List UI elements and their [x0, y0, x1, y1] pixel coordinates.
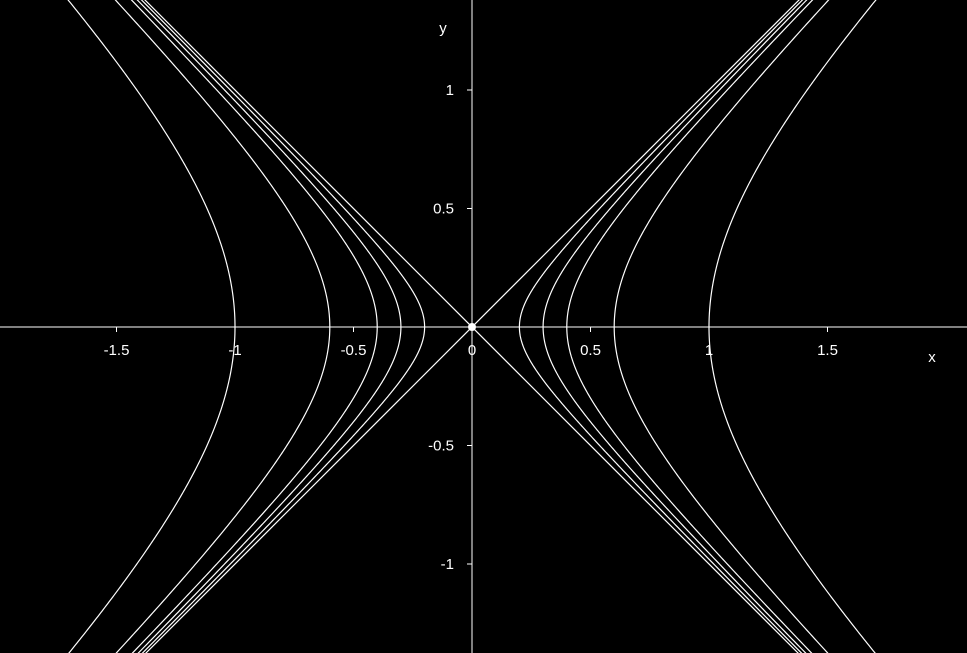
- x-tick-label: -1: [228, 342, 241, 359]
- x-tick-label: 0.5: [580, 342, 601, 359]
- x-axis-label: x: [928, 349, 936, 366]
- x-tick-label: 1.5: [817, 342, 838, 359]
- y-tick-label: 0.5: [433, 201, 454, 218]
- x-tick-label: -1.5: [104, 342, 130, 359]
- y-tick-label: -0.5: [428, 438, 454, 455]
- y-tick-label: 1: [446, 82, 454, 99]
- x-tick-label: -0.5: [341, 342, 367, 359]
- x-tick-label: 1: [705, 342, 713, 359]
- hyperbola-plot: -1.5 -1 -0.5 0 0.5 1 1.5 -1 -0.5 0.5 1 x y: [0, 0, 967, 653]
- x-tick-label: 0: [468, 342, 476, 359]
- origin-point: [468, 323, 476, 331]
- y-tick-label: -1: [441, 556, 454, 573]
- y-axis-label: y: [439, 20, 447, 37]
